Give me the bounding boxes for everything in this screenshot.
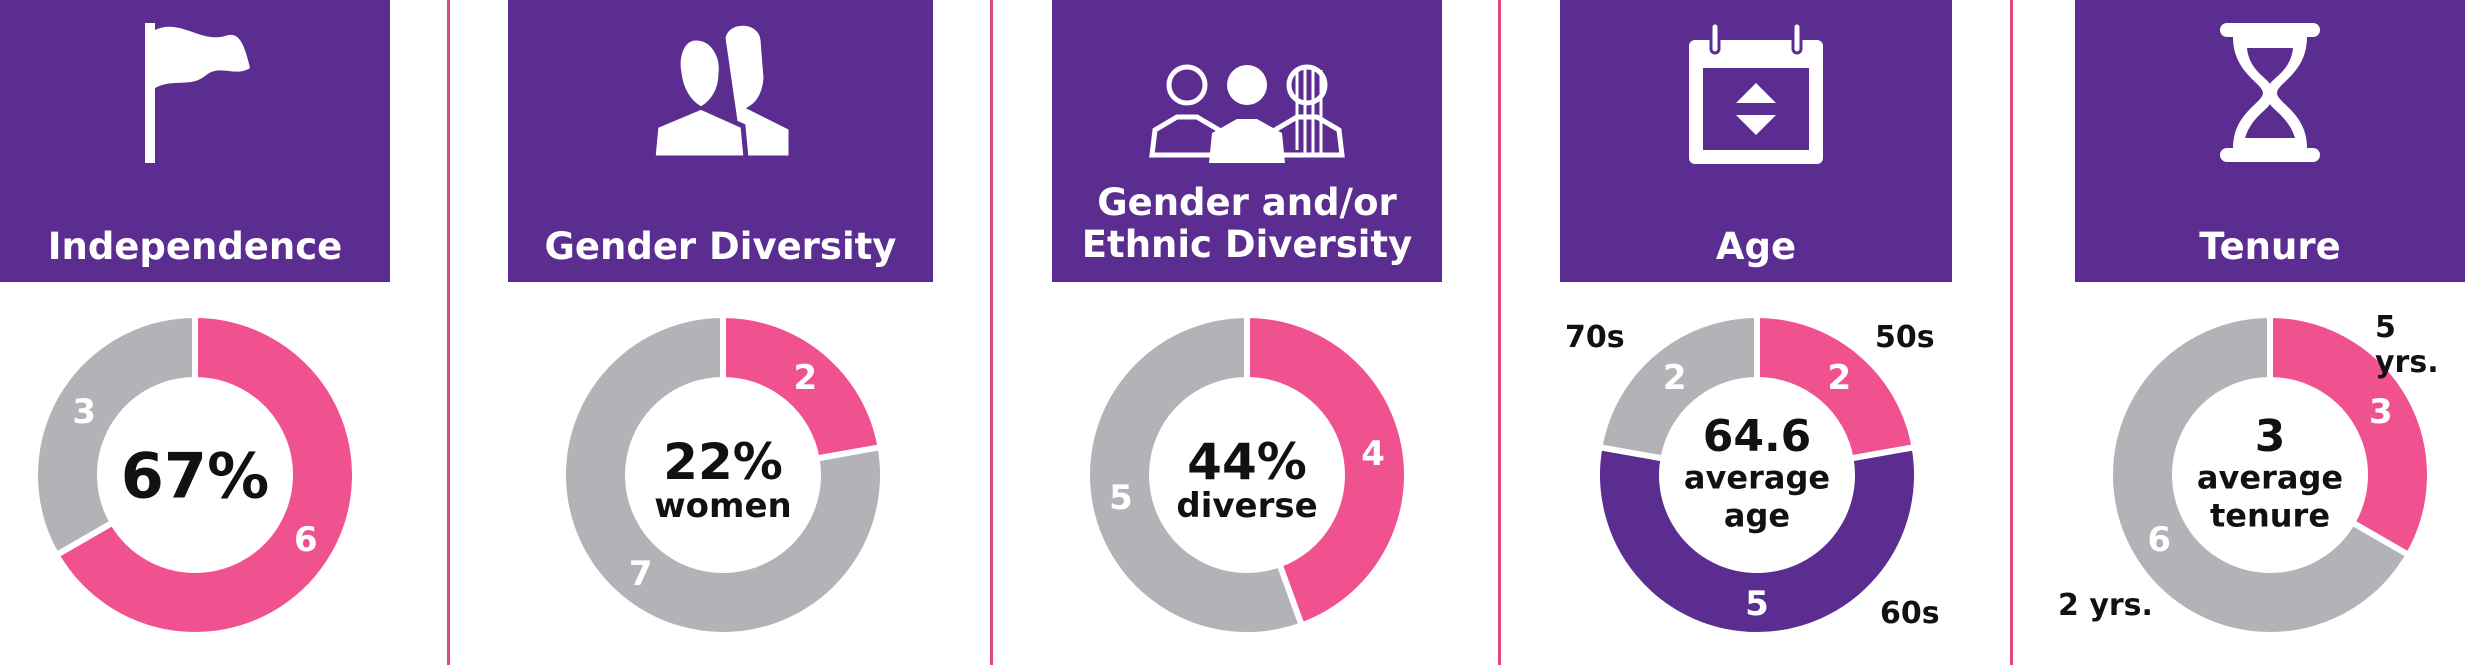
donut-center-text: 64.6 — [1703, 411, 1812, 462]
segment-value-label: 6 — [2147, 520, 2171, 560]
divider — [1498, 0, 1501, 665]
segment-value-label: 3 — [2369, 392, 2393, 432]
hourglass-icon — [2220, 23, 2320, 162]
age-label-60s: 60s — [1880, 596, 1940, 631]
divider — [990, 0, 993, 665]
donut-segment — [32, 311, 198, 560]
donut-chart-gender-diversity: 2 7 22%women — [560, 311, 886, 638]
donut-segment — [1595, 311, 1760, 462]
donut-center-text: tenure — [2210, 497, 2330, 535]
age-label-50s: 50s — [1875, 320, 1935, 355]
diverse-people-icon — [1149, 64, 1345, 163]
donut-segment — [2107, 311, 2413, 638]
donut-segment — [1754, 311, 1919, 462]
panel-title: Gender and/or Ethnic Diversity — [1052, 182, 1442, 266]
donut-center-text: 22% — [663, 433, 783, 491]
segment-value-label: 5 — [1745, 584, 1769, 624]
panel-title-line1: Gender and/or — [1097, 181, 1397, 224]
header-ethnic-diversity: Gender and/or Ethnic Diversity — [1052, 0, 1442, 282]
donut-segment — [1594, 443, 1920, 638]
segment-value-label: 2 — [1663, 358, 1687, 398]
tenure-label-5yrs: 5 yrs. — [2375, 310, 2439, 380]
calendar-icon — [1689, 21, 1823, 164]
segment-value-label: 6 — [294, 520, 318, 560]
segment-value-label: 7 — [629, 554, 653, 594]
segment-value-label: 3 — [72, 392, 96, 432]
donut-center-text: women — [654, 486, 791, 526]
segment-value-label: 2 — [1827, 358, 1851, 398]
segment-value-label: 4 — [1361, 434, 1385, 474]
donut-center-text: diverse — [1176, 486, 1317, 526]
donut-center-text: 3 — [2255, 411, 2286, 462]
donut-segment — [2267, 311, 2433, 560]
donut-center-text: 67% — [121, 439, 269, 512]
donut-center-text: average — [1684, 459, 1830, 497]
header-tenure: Tenure — [2075, 0, 2465, 282]
divider — [447, 0, 450, 665]
donut-segment — [720, 311, 885, 462]
donut-segment — [1244, 311, 1410, 630]
donut-center-text: 44% — [1187, 433, 1307, 491]
panel-title: Independence — [47, 225, 343, 268]
header-independence: Independence — [0, 0, 390, 282]
donut-center-text: age — [1724, 497, 1790, 535]
donut-center-text: average — [2197, 459, 2343, 497]
panel-title: Age — [1715, 225, 1797, 268]
donut-segment — [1084, 311, 1306, 638]
header-gender-diversity: Gender Diversity — [508, 0, 933, 282]
segment-value-label: 2 — [793, 358, 817, 398]
age-label-70s: 70s — [1565, 320, 1625, 355]
donut-chart-ethnic-diversity: 4 5 44%diverse — [1084, 311, 1410, 638]
panel-title: Tenure — [2199, 225, 2341, 268]
flag-icon — [145, 23, 250, 163]
donut-segment — [560, 311, 886, 638]
panel-title-line2: Ethnic Diversity — [1081, 223, 1413, 266]
divider — [2010, 0, 2013, 665]
header-age: Age — [1560, 0, 1952, 282]
donut-segment — [52, 311, 358, 638]
donut-chart-independence: 6 3 67% — [32, 311, 358, 638]
panel-title: Gender Diversity — [544, 225, 897, 268]
people-icon — [649, 20, 793, 161]
segment-value-label: 5 — [1109, 478, 1133, 518]
tenure-label-2yrs: 2 yrs. — [2058, 588, 2153, 623]
